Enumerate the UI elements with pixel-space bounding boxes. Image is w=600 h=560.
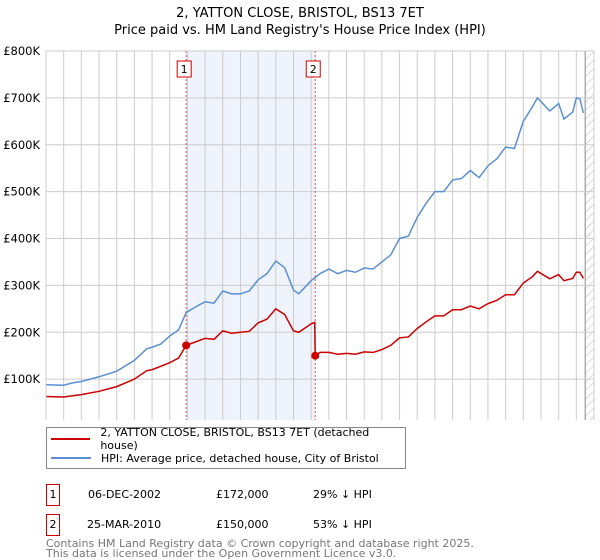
plot-border	[45, 50, 595, 420]
y-tick-label: £500K	[3, 185, 40, 199]
legend-label: HPI: Average price, detached house, City…	[101, 451, 379, 465]
hpi-line	[45, 96, 585, 386]
y-tick-label: £600K	[3, 138, 40, 152]
plot-area: 1995199619971998199920002001200220032004…	[3, 44, 595, 420]
y-tick-label: £100K	[3, 372, 40, 386]
legend-item-hpi: HPI: Average price, detached house, City…	[51, 450, 379, 466]
legend-item-property: 2, YATTON CLOSE, BRISTOL, BS13 7ET (deta…	[51, 426, 405, 452]
y-tick-label: £0	[25, 419, 40, 420]
sale-price: £150,000	[216, 518, 269, 531]
footer-licence: This data is licensed under the Open Gov…	[46, 547, 397, 560]
sale-label-box	[305, 60, 321, 78]
sale-point	[182, 341, 191, 350]
sale-label: 1	[181, 63, 188, 76]
y-tick-label: £800K	[3, 44, 40, 58]
legend-label: 2, YATTON CLOSE, BRISTOL, BS13 7ET (deta…	[100, 426, 370, 452]
legend-swatch-red	[51, 438, 91, 440]
legend: 2, YATTON CLOSE, BRISTOL, BS13 7ET (deta…	[46, 426, 406, 469]
forecast-hatch	[585, 51, 594, 420]
sale-date: 06-DEC-2002	[88, 488, 162, 501]
sale-label-box	[176, 60, 192, 78]
sale-marker-badge: 2	[46, 514, 60, 536]
y-tick-label: £200K	[3, 325, 40, 339]
legend-swatch-blue	[51, 457, 91, 459]
sale-date: 25-MAR-2010	[87, 518, 162, 531]
sale-price: £172,000	[216, 488, 269, 501]
sale-hpi-diff: 29% ↓ HPI	[313, 488, 372, 501]
footer-copyright: Contains HM Land Registry data © Crown c…	[46, 537, 474, 550]
y-tick-label: £700K	[3, 91, 40, 105]
y-tick-label: £400K	[3, 232, 40, 246]
chart-subtitle: Price paid vs. HM Land Registry's House …	[114, 23, 486, 38]
y-tick-label: £300K	[3, 278, 40, 292]
sale-marker-badge: 1	[46, 484, 60, 506]
sale-hpi-diff: 53% ↓ HPI	[313, 518, 372, 531]
sale-label: 2	[310, 63, 317, 76]
sale-point	[311, 351, 320, 360]
chart-title: 2, YATTON CLOSE, BRISTOL, BS13 7ET	[176, 6, 424, 21]
